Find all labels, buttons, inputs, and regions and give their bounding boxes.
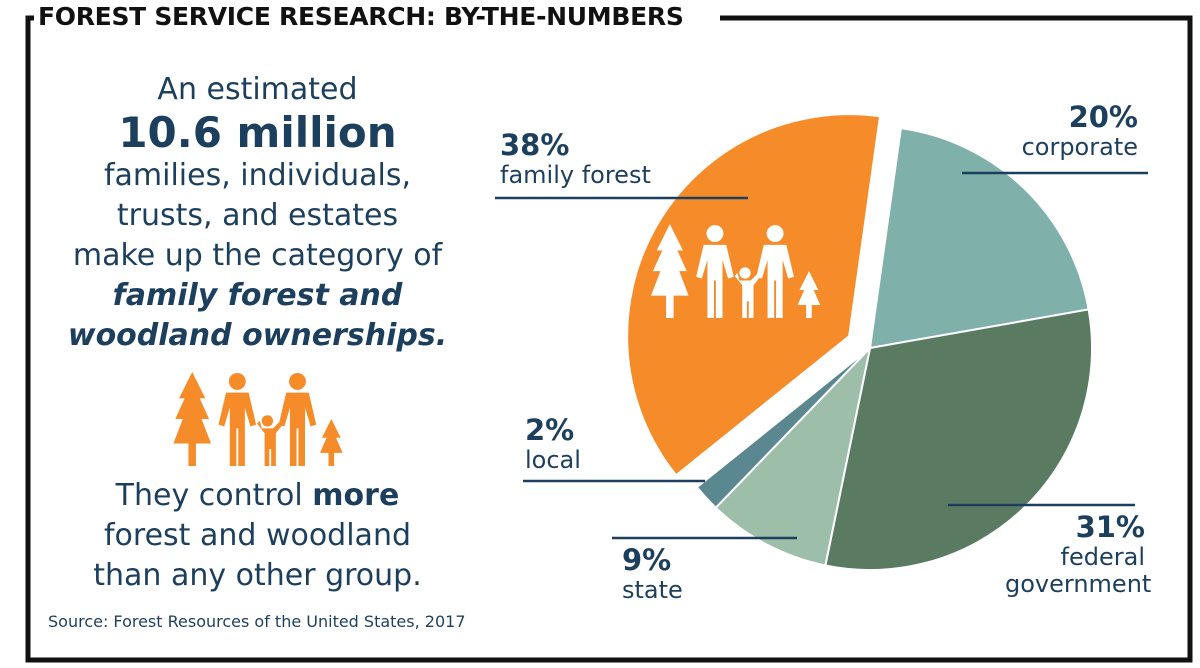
value-label: 31% — [1075, 510, 1145, 544]
slice-label: 20% corporate — [938, 100, 1138, 161]
conclusion-start: They control — [115, 478, 303, 513]
slice-label: 9% state — [622, 543, 782, 604]
family-icon — [173, 372, 343, 466]
slice-label: 2% local — [525, 413, 685, 474]
pie — [495, 113, 1148, 571]
conclusion-line: forest and woodland — [103, 518, 412, 553]
value-label: 2% — [525, 413, 575, 447]
pie-slice — [626, 113, 882, 477]
pie-slice — [714, 344, 872, 567]
category-label: family forest — [500, 161, 651, 189]
conclusion: They control more forest and woodland th… — [30, 476, 485, 596]
value-label: 9% — [622, 543, 672, 577]
intro-line: make up the category of — [72, 238, 443, 273]
intro-figure: 10.6 million — [118, 108, 397, 157]
slice-label: 31% federal government — [965, 510, 1152, 598]
frame — [25, 15, 1193, 663]
intro: An estimated 10.6 million families, indi… — [30, 70, 485, 356]
intro-emphasis: family forest and — [112, 278, 403, 313]
pie-slice — [868, 127, 1090, 350]
slice-label: 38% family forest — [500, 128, 720, 189]
source: Source: Forest Resources of the United S… — [48, 612, 466, 631]
conclusion-line: than any other group. — [93, 558, 422, 593]
category-label: state — [622, 576, 683, 604]
page-title: FOREST SERVICE RESEARCH: BY-THE-NUMBERS — [38, 2, 694, 31]
value-label: 38% — [500, 128, 570, 162]
category-label: federal government — [1005, 543, 1152, 598]
pie-slice — [695, 347, 871, 510]
conclusion-bold: more — [312, 478, 400, 513]
intro-line: trusts, and estates — [116, 198, 399, 233]
category-label: local — [525, 446, 581, 474]
intro-line: families, individuals, — [103, 158, 412, 193]
conclusion-first-line: They control more — [30, 476, 485, 516]
category-label: corporate — [1021, 133, 1138, 161]
intro-emphasis: woodland ownerships. — [67, 318, 448, 353]
intro-lead: An estimated — [157, 72, 358, 107]
value-label: 20% — [1068, 100, 1138, 134]
